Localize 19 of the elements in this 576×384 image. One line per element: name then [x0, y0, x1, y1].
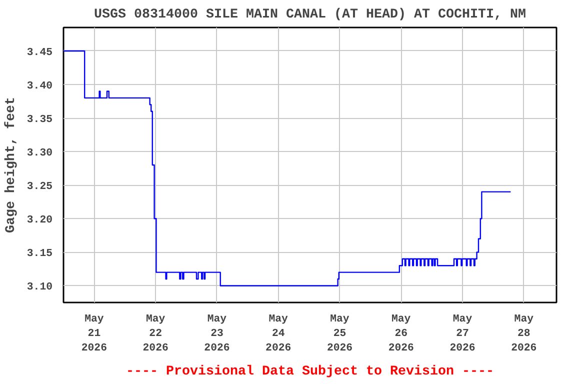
x-tick-label: May 26 2026 [388, 314, 414, 354]
x-tick-label: May 25 2026 [326, 314, 353, 354]
y-axis-title: Gage height, feet [4, 97, 19, 233]
x-tick-label: May 27 2026 [450, 314, 476, 354]
y-tick-label: 3.35 [26, 114, 53, 126]
text: ---- Provisional Data Subject to Revision ---- [126, 364, 494, 380]
x-tick-label: May 28 2026 [511, 314, 537, 354]
y-tick-label: 3.20 [26, 214, 53, 227]
x-tick-label: May 22 2026 [142, 314, 168, 354]
x-tick-label: May 24 2026 [266, 314, 292, 354]
x-tick-label: May 21 2026 [81, 314, 107, 354]
x-tick-label: May 23 2026 [204, 314, 230, 354]
chart-title: USGS 08314000 SILE MAIN CANAL (AT HEAD) AT COCHITI, NM [94, 8, 526, 22]
y-tick-label: 3.40 [26, 80, 53, 93]
y-tick-label: 3.45 [26, 46, 53, 59]
y-tick-label: 3.30 [26, 148, 53, 160]
y-tick-label: 3.25 [26, 181, 53, 194]
y-tick-label: 3.10 [26, 282, 53, 294]
y-tick-label: 3.15 [26, 248, 53, 260]
